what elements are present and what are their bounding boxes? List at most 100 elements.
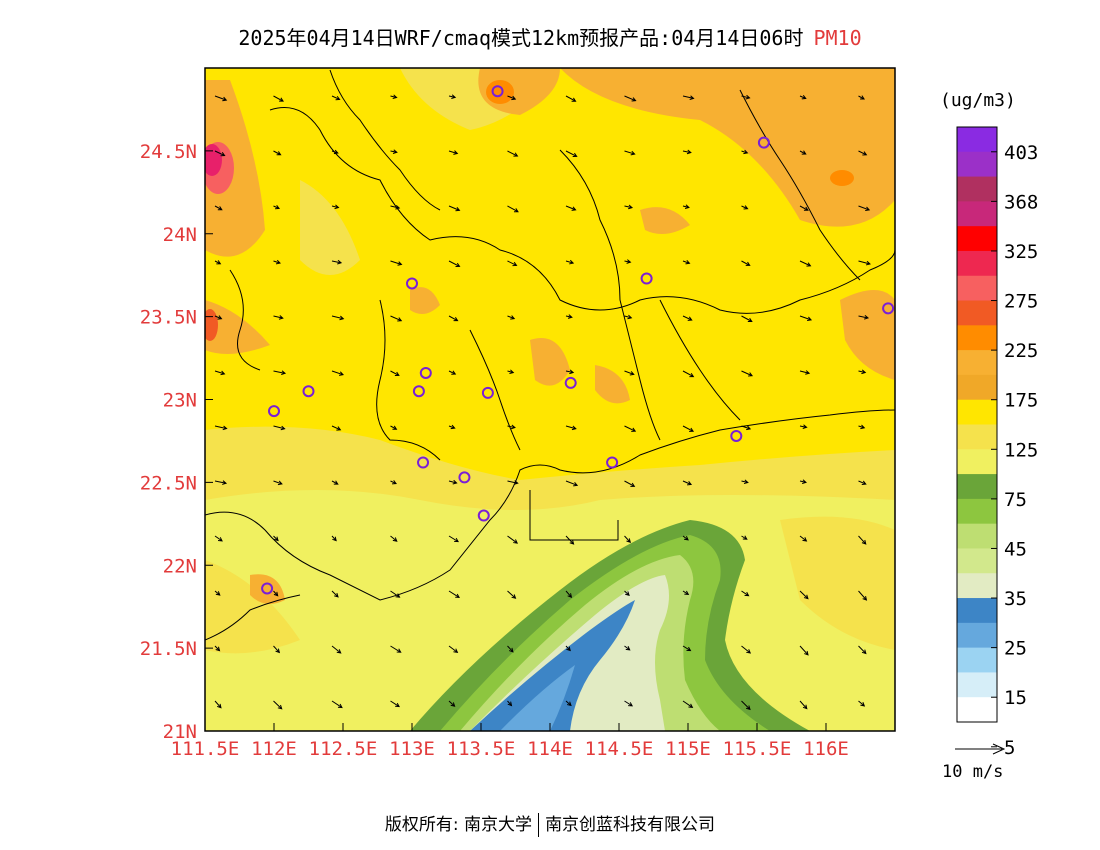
wind-arrow bbox=[331, 645, 342, 654]
wind-arrow bbox=[331, 149, 339, 155]
wind-arrow bbox=[273, 315, 284, 320]
wind-arrow bbox=[214, 315, 223, 320]
wind-arrow bbox=[682, 480, 693, 486]
wind-arrow bbox=[858, 150, 868, 156]
wind-arrow bbox=[682, 204, 690, 209]
x-tick-label: 114E bbox=[527, 738, 573, 760]
wind-arrow bbox=[741, 479, 749, 485]
colorbar-bin bbox=[957, 498, 997, 525]
wind-arrow bbox=[682, 259, 691, 265]
wind-arrow bbox=[448, 700, 456, 707]
wind-arrow bbox=[565, 535, 575, 545]
title-main: 2025年04月14日WRF/cmaq模式12km预报产品:04月14日06时 bbox=[238, 26, 804, 50]
colorbar-bin bbox=[957, 523, 997, 549]
wind-arrow bbox=[214, 260, 222, 265]
wind-arrow bbox=[741, 645, 752, 654]
wind-arrow bbox=[741, 700, 751, 711]
wind-reference-arrow bbox=[955, 743, 1006, 755]
colorbar-label: 275 bbox=[1004, 291, 1038, 313]
wind-arrow bbox=[741, 205, 749, 210]
y-tick-label: 24N bbox=[163, 224, 197, 246]
wind-arrow bbox=[565, 314, 573, 319]
wind-arrow bbox=[741, 425, 752, 431]
colorbar-label: 368 bbox=[1004, 191, 1038, 213]
wind-arrow bbox=[682, 149, 692, 155]
wind-arrow bbox=[682, 700, 694, 708]
wind-arrow bbox=[273, 150, 282, 156]
wind-arrow bbox=[799, 700, 808, 710]
wind-arrow bbox=[741, 260, 751, 266]
wind-arrow bbox=[799, 260, 812, 267]
wind-arrow bbox=[273, 95, 284, 102]
wind-arrow bbox=[858, 95, 865, 100]
wind-arrow bbox=[624, 370, 635, 376]
wind-arrow bbox=[799, 315, 813, 322]
wind-arrow bbox=[390, 590, 401, 598]
footer-company: 南京创蓝科技有限公司 bbox=[545, 815, 716, 835]
colorbar-bin bbox=[957, 697, 997, 723]
x-tick-label: 111.5E bbox=[171, 738, 240, 760]
y-tick-label: 21N bbox=[163, 721, 197, 743]
wind-arrow bbox=[858, 590, 868, 601]
wind-reference-label: 10 m/s bbox=[942, 762, 1004, 782]
wind-arrow bbox=[390, 700, 400, 708]
wind-arrow bbox=[624, 150, 636, 156]
colorbar-bin bbox=[957, 300, 997, 326]
colorbar-bin bbox=[957, 350, 997, 376]
y-axis: 21N 21.5N 22N 22.5N 23N 23.5N 24N 24.5N bbox=[140, 141, 213, 743]
wind-arrow bbox=[214, 370, 226, 376]
y-tick-label: 23N bbox=[163, 390, 197, 412]
wind-arrow bbox=[331, 370, 344, 376]
footer-copyright: 版权所有: 南京大学 bbox=[384, 815, 533, 835]
wind-arrow bbox=[507, 590, 517, 599]
wind-arrow bbox=[214, 480, 228, 485]
station-marker bbox=[640, 272, 653, 285]
colorbar-bin bbox=[957, 424, 997, 450]
station-marker bbox=[417, 456, 430, 469]
colorbar-bin bbox=[957, 598, 997, 624]
wind-arrow bbox=[682, 95, 695, 100]
x-tick-label: 112.5E bbox=[309, 738, 378, 760]
wind-arrow bbox=[624, 259, 632, 264]
wind-arrow bbox=[448, 424, 456, 430]
x-tick-label: 115E bbox=[665, 738, 711, 760]
wind-arrow bbox=[214, 645, 221, 652]
wind-arrow bbox=[799, 370, 811, 375]
wind-arrow bbox=[273, 370, 287, 376]
wind-arrow bbox=[273, 259, 281, 265]
wind-arrow bbox=[507, 645, 514, 653]
wind-arrow bbox=[682, 645, 692, 652]
wind-arrow bbox=[507, 260, 518, 267]
wind-arrow bbox=[799, 645, 809, 656]
colorbar-bin bbox=[957, 226, 997, 252]
wind-arrow bbox=[448, 370, 457, 375]
wind-arrow bbox=[565, 480, 579, 487]
station-marker bbox=[477, 509, 490, 522]
wind-arrow bbox=[682, 315, 693, 321]
wind-arrow bbox=[390, 94, 398, 100]
colorbar-bin bbox=[957, 647, 997, 673]
concentration-field bbox=[205, 68, 895, 731]
wind-arrow bbox=[565, 259, 575, 265]
wind-arrow bbox=[858, 369, 867, 375]
station-marker bbox=[481, 386, 494, 399]
wind-arrow bbox=[799, 535, 808, 542]
colorbar-label: 15 bbox=[1004, 687, 1027, 709]
wind-arrow bbox=[507, 535, 519, 544]
wind-arrow bbox=[390, 645, 402, 653]
colorbar-label: 325 bbox=[1004, 241, 1038, 263]
wind-arrow bbox=[858, 480, 867, 485]
wind-arrow bbox=[214, 95, 228, 102]
colorbar-label: 403 bbox=[1004, 142, 1038, 164]
wind-arrow bbox=[624, 95, 637, 102]
wind-arrow bbox=[858, 314, 870, 320]
wind-arrow bbox=[682, 590, 690, 596]
wind-arrow bbox=[624, 480, 636, 487]
wind-arrow bbox=[331, 480, 339, 485]
wind-arrow bbox=[507, 205, 519, 213]
wind-arrow bbox=[507, 424, 516, 430]
wind-arrow bbox=[214, 590, 221, 596]
wind-arrow bbox=[273, 425, 286, 431]
colorbar-bin bbox=[957, 573, 997, 599]
wind-arrow bbox=[565, 645, 571, 652]
